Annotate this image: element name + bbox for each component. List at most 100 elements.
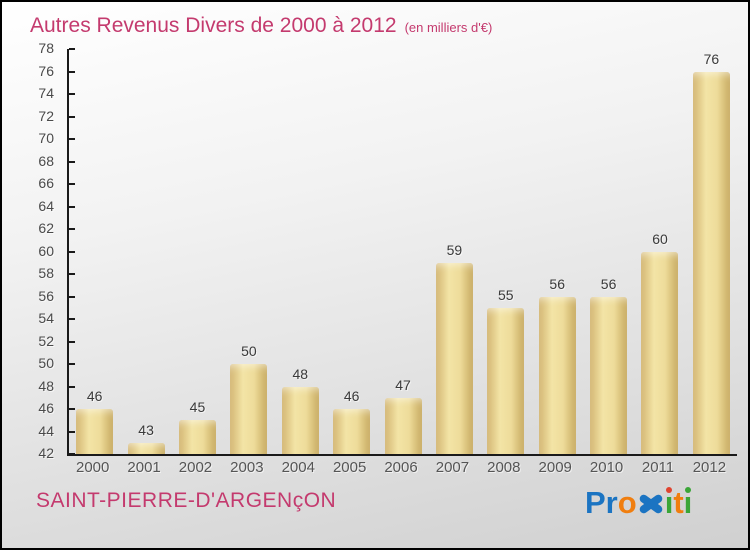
bar: 46: [76, 388, 114, 454]
y-axis-tick-label: 70: [38, 130, 54, 146]
bar-slot: 46: [69, 49, 120, 454]
bar-slot: 60: [634, 49, 685, 454]
proxiti-logo: Pro ı tı: [585, 485, 692, 521]
commune-name: SAINT-PIERRE-D'ARGENçON: [36, 489, 337, 512]
y-axis-tick-label: 44: [38, 422, 54, 439]
x-axis-tick-label: 2008: [487, 459, 521, 476]
bars-container: 46 43 45 50 48 46 47 59 55 56 56 60 76: [69, 49, 737, 454]
y-axis-tick-label: 72: [38, 107, 54, 124]
bar-slot: 45: [172, 49, 223, 454]
bar-value-label: 45: [189, 399, 206, 416]
bar: 59: [435, 242, 473, 454]
bar-value-label: 47: [395, 376, 411, 393]
bar-slot: 47: [377, 49, 428, 454]
page-title: Autres Revenus Divers de 2000 à 2012: [30, 14, 397, 37]
y-axis-tick-label: 68: [38, 152, 54, 169]
y-axis-tick: [69, 160, 75, 163]
y-axis-tick-label: 66: [38, 175, 54, 191]
brand-x-mark-icon: [637, 493, 664, 515]
y-axis-tick: [69, 408, 75, 410]
y-axis-tick-label: 50: [38, 355, 54, 371]
y-axis-tick-label: 48: [38, 377, 54, 394]
y-axis-tick: [69, 115, 75, 118]
y-axis-tick: [69, 430, 75, 433]
y-axis-tick: [69, 273, 75, 275]
y-axis-tick-label: 52: [38, 332, 54, 349]
brand-letter: ı: [664, 485, 674, 520]
x-axis-tick-label: 2006: [384, 459, 418, 476]
x-axis-tick-label: 2002: [178, 459, 213, 476]
bar-slot: 55: [480, 49, 531, 454]
x-axis-tick-label: 2005: [332, 459, 367, 476]
brand-letter: Pr: [585, 485, 618, 520]
x-axis-labels: 2000 2001 2002 2003 2004 2005 2006 2007 2008 2009…: [67, 459, 735, 476]
y-axis-tick-label: 60: [38, 242, 54, 259]
y-axis-tick: [69, 70, 75, 73]
bar: 43: [127, 422, 165, 454]
brand-letter: t: [673, 485, 684, 520]
bar: 45: [178, 399, 216, 454]
bar-value-label: 60: [652, 230, 668, 247]
y-axis-labels: 42 44 46 48 50 52 54 56 58 60 62 64 66 68 70 72 74 76 78: [16, 41, 62, 460]
bar-slot: 56: [583, 49, 634, 454]
bar-slot: 46: [326, 49, 377, 454]
x-axis-tick-label: 2010: [589, 459, 624, 476]
y-axis-tick-label: 56: [38, 287, 54, 304]
bar-value-label: 59: [446, 241, 463, 258]
bar-slot: 56: [532, 49, 583, 454]
y-axis-tick-label: 46: [38, 400, 54, 416]
bar: 60: [641, 231, 679, 454]
title-row: Autres Revenus Divers de 2000 à 2012 (en …: [30, 14, 492, 38]
x-axis-tick-label: 2003: [230, 459, 264, 476]
y-axis-tick: [69, 250, 75, 253]
bar: 50: [230, 343, 268, 454]
bar-slot: 50: [223, 49, 274, 454]
bar-slot: 48: [275, 49, 326, 454]
y-axis-tick: [69, 138, 75, 140]
y-axis-tick-label: 54: [38, 310, 54, 326]
y-axis-tick: [69, 453, 75, 455]
y-axis-tick-label: 78: [38, 40, 54, 56]
y-axis-tick: [69, 385, 75, 388]
y-axis-tick: [69, 48, 75, 50]
brand-i-dot: [684, 487, 691, 493]
x-axis-tick-label: 2004: [281, 459, 315, 476]
y-axis-tick: [69, 93, 75, 95]
bar-value-label: 50: [241, 343, 257, 359]
bar-chart-plot-area: 46 43 45 50 48 46 47 59 55 56 56 60 76: [67, 48, 737, 456]
brand-letter: o: [617, 485, 637, 520]
y-axis-tick-label: 76: [38, 62, 54, 79]
y-axis-tick: [69, 205, 75, 208]
bar-slot: 59: [429, 49, 480, 454]
bar-value-label: 55: [498, 286, 514, 303]
y-axis-tick: [69, 340, 75, 343]
bar: 47: [384, 377, 422, 454]
bar: 76: [692, 51, 730, 454]
bar-value-label: 43: [138, 421, 154, 438]
y-axis-tick-label: 64: [38, 197, 54, 214]
y-axis-tick: [69, 228, 75, 230]
bar: 56: [590, 276, 628, 454]
y-axis-tick: [69, 318, 75, 320]
bar: 56: [538, 276, 576, 454]
x-axis-tick-label: 2007: [435, 459, 470, 476]
page-subtitle: (en milliers d'€): [404, 20, 493, 35]
y-axis-tick-label: 58: [38, 265, 54, 281]
x-axis-tick-label: 2012: [692, 459, 727, 476]
brand-letter: ı: [683, 485, 693, 520]
bar-value-label: 46: [343, 388, 360, 404]
bar-slot: 43: [120, 49, 171, 454]
y-axis-tick: [69, 183, 75, 185]
y-axis-tick-label: 62: [38, 220, 54, 236]
x-axis-tick-label: 2009: [538, 459, 572, 476]
brand-i-dot: [666, 487, 672, 493]
y-axis-tick: [69, 363, 75, 365]
bar: 55: [487, 287, 525, 454]
x-axis-tick-label: 2011: [641, 459, 675, 476]
x-axis-tick-label: 2000: [76, 459, 110, 476]
bar-value-label: 56: [600, 275, 617, 292]
bar: 46: [333, 388, 371, 454]
bar: 48: [281, 366, 319, 454]
x-axis-tick-label: 2001: [127, 459, 161, 476]
